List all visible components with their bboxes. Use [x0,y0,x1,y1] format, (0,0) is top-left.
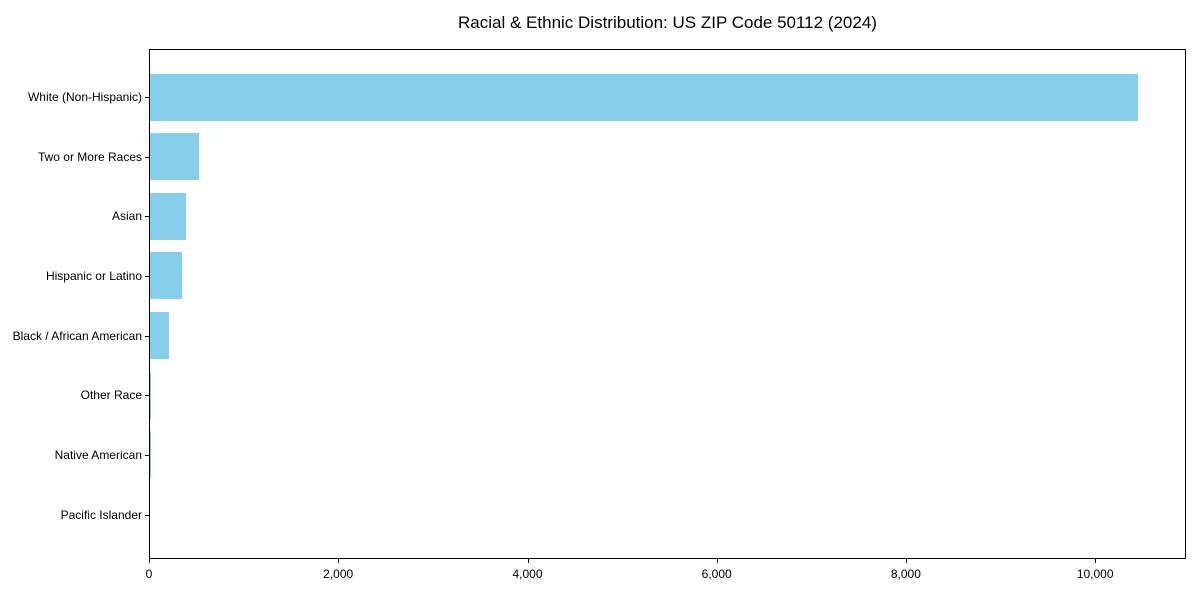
y-tick-mark [145,514,149,516]
plot-area [149,49,1186,559]
y-axis-label: Pacific Islander [60,507,142,522]
x-tick-label: 8,000 [890,567,921,581]
y-tick-mark [145,275,149,277]
y-axis-label: Other Race [80,388,142,403]
y-tick-mark [145,156,149,158]
y-axis-label: White (Non-Hispanic) [27,90,142,104]
x-tick-mark [716,559,718,563]
y-tick-mark [145,335,149,337]
x-tick-label: 6,000 [701,567,732,581]
x-tick-mark [1095,559,1097,563]
bar-white-non-hispanic [150,73,1138,121]
x-tick-mark [338,559,340,563]
bar-other-race [150,371,152,419]
bar-asian [150,192,186,240]
x-tick-mark [527,559,529,563]
x-tick-label: 4,000 [512,567,543,581]
y-axis-label: Native American [54,447,142,462]
x-tick-label: 2,000 [323,567,354,581]
y-tick-mark [145,454,149,456]
x-tick-label: 0 [145,567,153,581]
y-axis-label: Asian [111,209,142,224]
x-tick-mark [905,559,907,563]
y-axis-label: Black / African American [12,328,142,343]
y-tick-mark [145,395,149,397]
y-axis-label: Hispanic or Latino [45,268,142,283]
bar-black-african-american [150,312,170,360]
y-tick-mark [145,216,149,218]
chart-title: Racial & Ethnic Distribution: US ZIP Cod… [458,13,877,32]
bar-hispanic-or-latino [150,252,182,300]
x-tick-mark [149,559,150,563]
x-tick-label: 10,000 [1076,567,1114,581]
y-axis-label: Two or More Races [37,149,142,164]
bar-two-or-more-races [150,133,200,181]
y-tick-mark [145,97,149,98]
